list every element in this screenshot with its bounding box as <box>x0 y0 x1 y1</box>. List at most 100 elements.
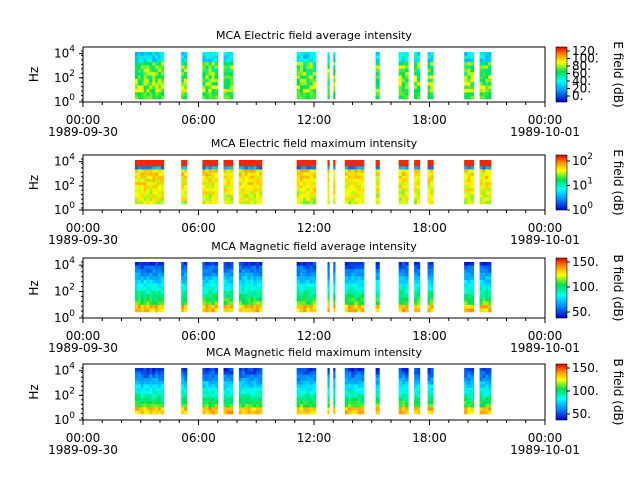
spectrogram-cell <box>375 381 380 385</box>
spectrogram-cell <box>211 391 215 395</box>
spectrogram-cell <box>309 194 314 199</box>
spectrogram-cell <box>464 178 468 183</box>
spectrogram-cell <box>401 262 406 266</box>
spectrogram-cell <box>344 391 349 395</box>
spectrogram-cell <box>205 85 209 90</box>
spectrogram-cell <box>214 371 219 375</box>
spectrogram-cell <box>488 85 492 90</box>
spectrogram-cell <box>241 200 245 205</box>
spectrogram-cell <box>344 287 349 291</box>
spectrogram-cell <box>152 381 156 385</box>
spectrogram-cell <box>344 377 349 382</box>
spectrogram-cell <box>208 400 212 405</box>
spectrogram-cell <box>223 92 228 96</box>
spectrogram-segment <box>344 262 365 313</box>
spectrogram-cell <box>238 387 243 392</box>
spectrogram-cell <box>244 407 248 412</box>
spectrogram-cell <box>303 58 307 63</box>
spectrogram-cell <box>158 279 162 284</box>
spectrogram-cell <box>351 407 355 412</box>
spectrogram-cell <box>181 384 185 389</box>
spectrogram-cell <box>482 197 486 202</box>
spectrogram-cell <box>247 368 251 372</box>
spectrogram-cell <box>485 387 489 392</box>
spectrogram-cell <box>146 290 150 295</box>
spectrogram-cell <box>181 308 185 313</box>
spectrogram-cell <box>229 163 234 167</box>
spectrogram-cell <box>205 52 209 56</box>
spectrogram-cell <box>427 407 431 412</box>
spectrogram-cell <box>488 269 492 274</box>
spectrogram-cell <box>241 178 245 183</box>
spectrogram-cell <box>309 276 314 281</box>
spectrogram-cell <box>137 78 142 83</box>
spectrogram-cell <box>299 194 304 199</box>
spectrogram-cell <box>253 294 257 299</box>
spectrogram-cell <box>241 276 245 281</box>
spectrogram-cell <box>398 265 403 270</box>
spectrogram-cell <box>414 272 418 277</box>
spectrogram-cell <box>223 283 228 288</box>
spectrogram-cell <box>208 78 212 83</box>
spectrogram-cell <box>357 175 362 180</box>
spectrogram-cell <box>137 200 142 205</box>
spectrogram-segment <box>479 368 492 415</box>
spectrogram-cell <box>247 191 251 195</box>
spectrogram-cell <box>211 279 215 284</box>
spectrogram-cell <box>303 188 307 192</box>
spectrogram-cell <box>482 185 486 189</box>
spectrogram-cell <box>306 377 310 382</box>
spectrogram-cell <box>214 377 219 382</box>
spectrogram-cell <box>309 283 314 288</box>
spectrogram-cell <box>416 287 421 291</box>
spectrogram-cell <box>333 182 336 186</box>
spectrogram-cell <box>467 182 471 186</box>
spectrogram-cell <box>464 92 468 96</box>
spectrogram-cell <box>158 78 162 83</box>
spectrogram-cell <box>137 265 142 270</box>
spectrogram-cell <box>296 301 301 306</box>
spectrogram-cell <box>226 283 231 288</box>
spectrogram-cell <box>247 287 251 291</box>
spectrogram-cell <box>149 371 153 375</box>
spectrogram-cell <box>427 82 431 86</box>
spectrogram-cell <box>312 85 317 90</box>
spectrogram-cell <box>184 368 188 372</box>
spectrogram-cell <box>152 188 156 192</box>
spectrogram-cell <box>160 185 165 189</box>
spectrogram-cell <box>155 287 159 291</box>
spectrogram-cell <box>333 287 336 291</box>
spectrogram-cell <box>250 160 254 164</box>
spectrogram-cell <box>244 377 248 382</box>
spectrogram-cell <box>470 265 475 270</box>
spectrogram-cell <box>247 371 251 375</box>
spectrogram-cell <box>375 188 380 192</box>
spectrogram-cell <box>430 381 434 385</box>
spectrogram-cell <box>401 175 406 180</box>
spectrogram-cell <box>348 368 352 372</box>
spectrogram-cell <box>430 194 434 199</box>
spectrogram-cell <box>241 166 245 170</box>
spectrogram-cell <box>309 52 314 56</box>
spectrogram-cell <box>427 283 431 288</box>
spectrogram-cell <box>416 308 421 313</box>
spectrogram-cell <box>296 384 301 389</box>
spectrogram-cell <box>160 188 165 192</box>
spectrogram-cell <box>238 191 243 195</box>
spectrogram-cell <box>375 391 380 395</box>
spectrogram-cell <box>226 65 231 70</box>
spectrogram-cell <box>259 265 263 270</box>
spectrogram-cell <box>414 287 418 291</box>
spectrogram-cell <box>152 172 156 177</box>
spectrogram-cell <box>184 68 188 73</box>
spectrogram-cell <box>375 182 380 186</box>
spectrogram-cell <box>238 287 243 291</box>
spectrogram-cell <box>134 92 139 96</box>
spectrogram-cell <box>202 163 206 167</box>
spectrogram-cell <box>205 72 209 76</box>
spectrogram-cell <box>303 301 307 306</box>
spectrogram-cell <box>241 400 245 405</box>
spectrogram-cell <box>299 410 304 415</box>
spectrogram-cell <box>430 78 434 83</box>
spectrogram-cell <box>488 294 492 299</box>
